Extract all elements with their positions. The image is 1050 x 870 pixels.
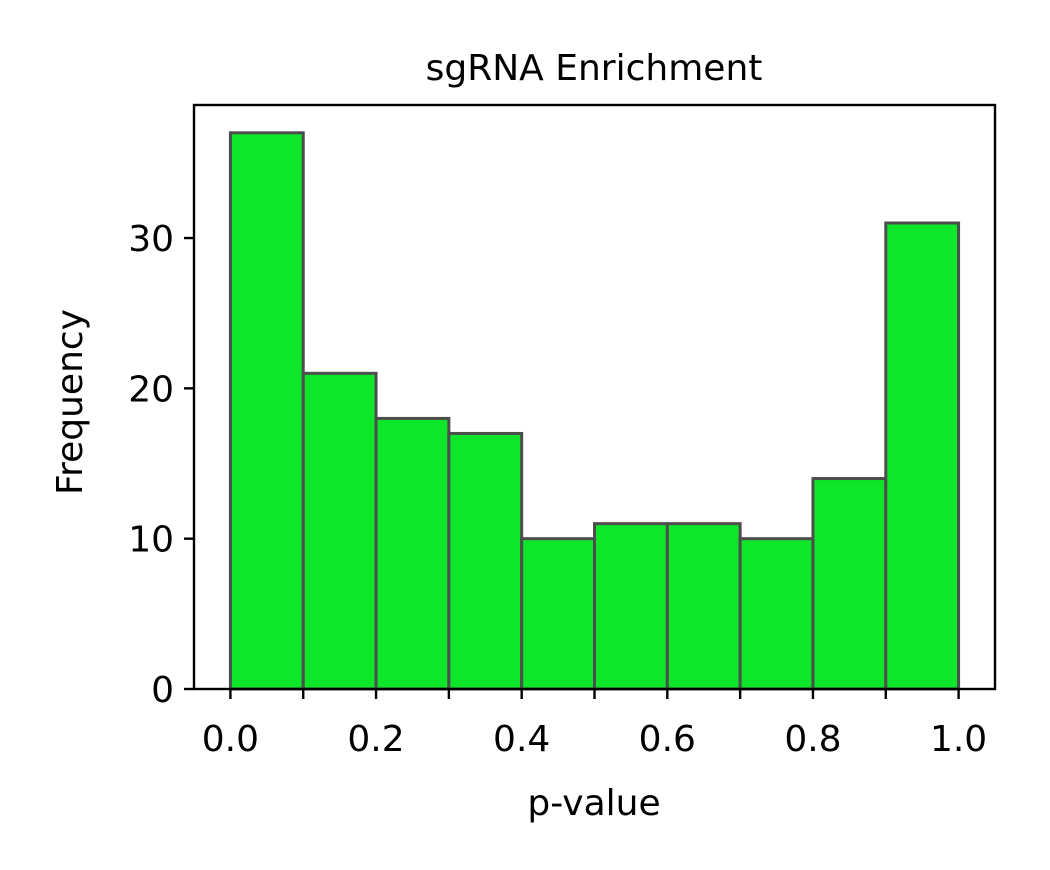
- x-tick-label: 0.0: [202, 719, 259, 760]
- bar-9: [884, 221, 961, 691]
- x-tick-label: 0.8: [784, 719, 841, 760]
- y-tick-label: 0: [151, 670, 174, 711]
- bars-group: [228, 131, 961, 691]
- y-tick-label: 10: [128, 520, 174, 561]
- bar-6: [665, 522, 742, 691]
- bar-8: [811, 477, 888, 691]
- bar-5: [593, 522, 669, 691]
- chart-title: sgRNA Enrichment: [426, 48, 763, 89]
- x-tick-label: 0.6: [639, 719, 696, 760]
- bar-4: [520, 537, 597, 691]
- x-axis-label: p-value: [527, 783, 660, 824]
- x-tick-label: 0.4: [493, 719, 550, 760]
- x-axis: 0.0 0.2 0.4 0.6 0.8 1.0: [202, 689, 987, 760]
- y-tick-label: 30: [128, 219, 174, 260]
- y-axis-label: Frequency: [50, 309, 91, 495]
- x-tick-label: 1.0: [930, 719, 987, 760]
- bar-3: [447, 431, 524, 691]
- bar-1: [301, 371, 378, 691]
- y-axis: 0 10 20 30: [128, 219, 194, 711]
- bar-2: [374, 416, 451, 691]
- x-tick-label: 0.2: [347, 719, 404, 760]
- y-tick-label: 20: [128, 369, 174, 410]
- bar-7: [738, 537, 815, 691]
- bar-0: [228, 131, 305, 691]
